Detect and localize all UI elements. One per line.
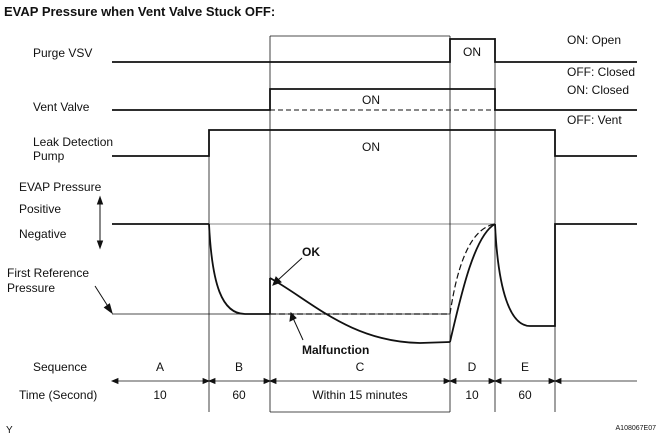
malfunction-label: Malfunction [302,343,369,357]
first-ref-arrow [94,285,113,315]
phase-c-name: C [356,360,365,374]
phase-d-dashed-curve [449,223,496,315]
time-axis [110,377,637,385]
phase-e-curve [494,223,637,327]
evap-pressure-label: EVAP Pressure [19,180,102,194]
sequence-label: Sequence [33,360,87,374]
first-ref-label-line1: First Reference [7,266,89,280]
purge-vsv-label: Purge VSV [33,46,92,60]
leak-pump-label-line1: Leak Detection [33,135,113,149]
vent-valve-legend-on: ON: Closed [567,83,629,97]
leak-pump-signal [112,129,637,157]
evap-pressure-row: EVAP Pressure Positive Negative First Re… [7,180,637,357]
purge-vsv-signal [112,38,637,63]
phase-b-name: B [235,360,243,374]
leak-pump-label-line2: Pump [33,149,65,163]
pressure-direction-arrow [96,195,104,250]
negative-label: Negative [19,227,67,241]
leak-pump-on-text: ON [362,140,380,154]
phase-e-time: 60 [518,388,532,402]
ok-arrow [272,257,303,286]
positive-label: Positive [19,202,61,216]
malfunction-curve [269,277,451,344]
time-row: Time (Second) 10 60 Within 15 minutes 10… [19,388,532,402]
phase-d-solid-curve [449,223,496,343]
vent-valve-legend-off: OFF: Vent [567,113,622,127]
malfunction-arrow [289,311,304,341]
purge-vsv-on-text: ON [463,45,481,59]
phase-c-time: Within 15 minutes [312,388,407,402]
vent-valve-on-text: ON [362,93,380,107]
diagram-title: EVAP Pressure when Vent Valve Stuck OFF: [4,4,275,19]
purge-vsv-legend-on: ON: Open [567,33,621,47]
vent-valve-row: Vent Valve ON ON: Closed OFF: Vent [33,83,637,127]
time-label: Time (Second) [19,388,97,402]
phase-a-name: A [156,360,164,374]
vent-valve-label: Vent Valve [33,100,90,114]
footer-left-code: Y [6,425,13,436]
phase-d-time: 10 [465,388,479,402]
phase-a-time: 10 [153,388,167,402]
phase-b-curve [208,223,270,315]
leak-pump-row: Leak Detection Pump ON [33,129,637,163]
ok-label: OK [302,245,320,259]
purge-vsv-row: Purge VSV ON ON: Open OFF: Closed [33,33,637,79]
phase-e-name: E [521,360,529,374]
footer-figure-id: A108067E07 [616,425,657,432]
first-ref-label-line2: Pressure [7,281,55,295]
vent-valve-signal [112,88,637,111]
phase-b-time: 60 [232,388,246,402]
sequence-row: Sequence A B C D E [33,360,529,374]
phase-d-name: D [468,360,477,374]
purge-vsv-legend-off: OFF: Closed [567,65,635,79]
